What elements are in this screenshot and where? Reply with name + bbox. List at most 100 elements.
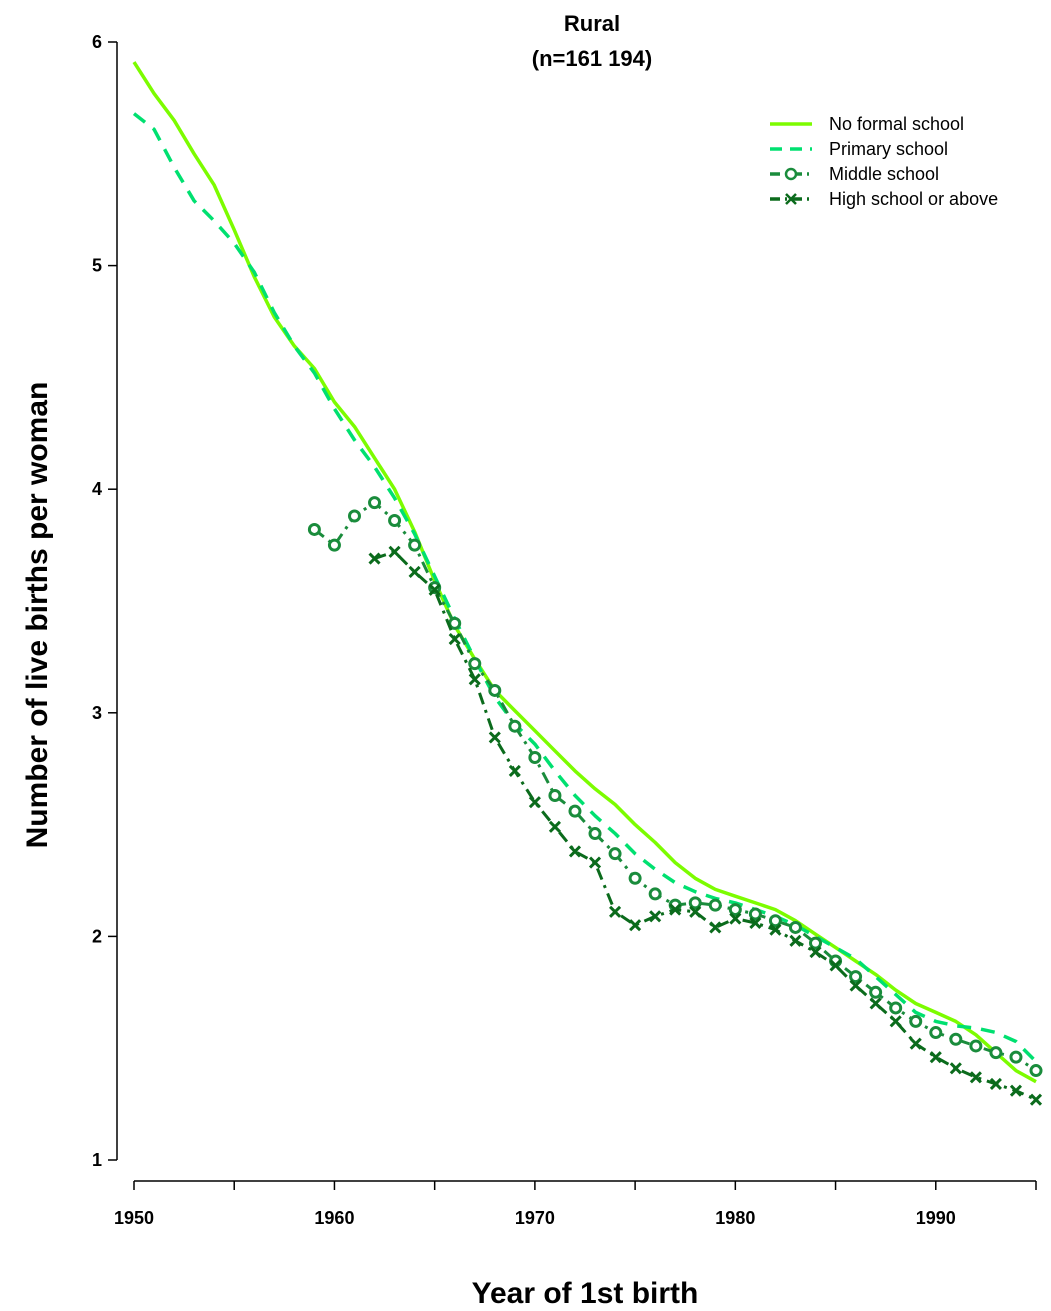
data-point [709,921,722,934]
data-point [1029,1064,1043,1078]
data-point [588,827,602,841]
data-point [829,959,842,972]
data-point [368,496,382,510]
series-middle-school [307,496,1043,1078]
x-tick-label: 1960 [314,1208,354,1228]
data-point [388,514,402,528]
data-point [468,673,481,686]
data-point [728,903,742,917]
data-point [548,789,562,803]
data-point [388,545,401,558]
data-point [508,764,521,777]
data-point [989,1046,1003,1060]
data-point [969,1039,983,1053]
y-tick-label: 2 [92,926,102,946]
data-point [869,985,883,999]
series-no-formal-school [132,61,1037,1084]
legend-marker [784,167,798,181]
data-point [649,910,662,923]
axes: 1 2 3 4 5 6 1950 1960 1970 1980 1990 [92,32,1037,1228]
data-point [889,1001,903,1015]
data-point [689,905,702,918]
x-tick-label: 1950 [114,1208,154,1228]
series-primary-school [132,112,1038,1063]
data-point [889,1015,902,1028]
data-point [809,945,822,959]
data-point [768,914,782,928]
data-point [1009,1050,1023,1064]
data-point [488,683,502,697]
data-point [408,538,422,552]
data-point [528,796,541,809]
series-line [132,61,1037,1084]
chart-title: Rural [564,11,620,36]
data-point [969,1071,982,1084]
data-point [669,903,682,916]
data-point [468,657,482,671]
data-point [628,871,642,885]
data-point [528,751,542,765]
chart-subtitle: (n=161 194) [532,46,652,71]
data-point [1029,1093,1043,1106]
legend-marker [785,193,797,205]
y-tick-label: 5 [92,256,102,276]
data-point [929,1026,943,1040]
data-point [609,905,622,918]
data-point [789,934,802,947]
data-point [929,1051,942,1064]
data-point [748,907,762,921]
legend-item: High school or above [770,189,998,209]
series-high-school-or-above [368,545,1043,1106]
series-line [374,550,1037,1101]
data-point [629,919,642,932]
data-point [408,565,421,578]
legend-item: Primary school [770,139,948,159]
legend-label: No formal school [829,114,964,134]
data-point [588,856,602,869]
data-point [568,804,582,818]
data-point [909,1037,922,1050]
data-point [368,552,381,565]
data-point [729,912,742,925]
y-tick-label: 4 [92,479,102,499]
series-line [313,501,1037,1072]
data-point [809,936,823,950]
data-point [327,538,341,552]
data-point [347,509,361,523]
legend-item: No formal school [770,114,964,134]
data-point [488,731,501,744]
data-point [708,898,722,912]
x-tick-label: 1990 [916,1208,956,1228]
x-tick-label: 1980 [715,1208,755,1228]
data-point [508,719,522,733]
x-axis-label: Year of 1st birth [472,1277,699,1310]
legend: No formal school Primary school Middle sch… [770,114,998,209]
legend-label: Primary school [829,139,948,159]
y-tick-label: 6 [92,32,102,52]
data-point [1009,1084,1023,1097]
data-point [307,522,321,536]
y-axis-label: Number of live births per woman [21,382,54,849]
series-layer [132,61,1043,1106]
data-point [989,1077,1002,1091]
data-point [568,845,582,858]
data-point [428,581,442,595]
data-point [648,887,662,901]
legend-label: High school or above [829,189,998,209]
data-point [548,820,561,833]
legend-label: Middle school [829,164,939,184]
legend-item: Middle school [770,164,939,184]
series-line [132,112,1038,1063]
data-point [849,970,863,984]
data-point [688,896,702,910]
data-point [949,1032,963,1046]
data-point [428,583,441,596]
y-tick-label: 1 [92,1150,102,1170]
data-point [749,916,762,930]
data-point [608,847,622,861]
x-tick-label: 1970 [515,1208,555,1228]
y-tick-label: 3 [92,703,102,723]
data-point [849,979,862,992]
data-point [769,923,782,936]
